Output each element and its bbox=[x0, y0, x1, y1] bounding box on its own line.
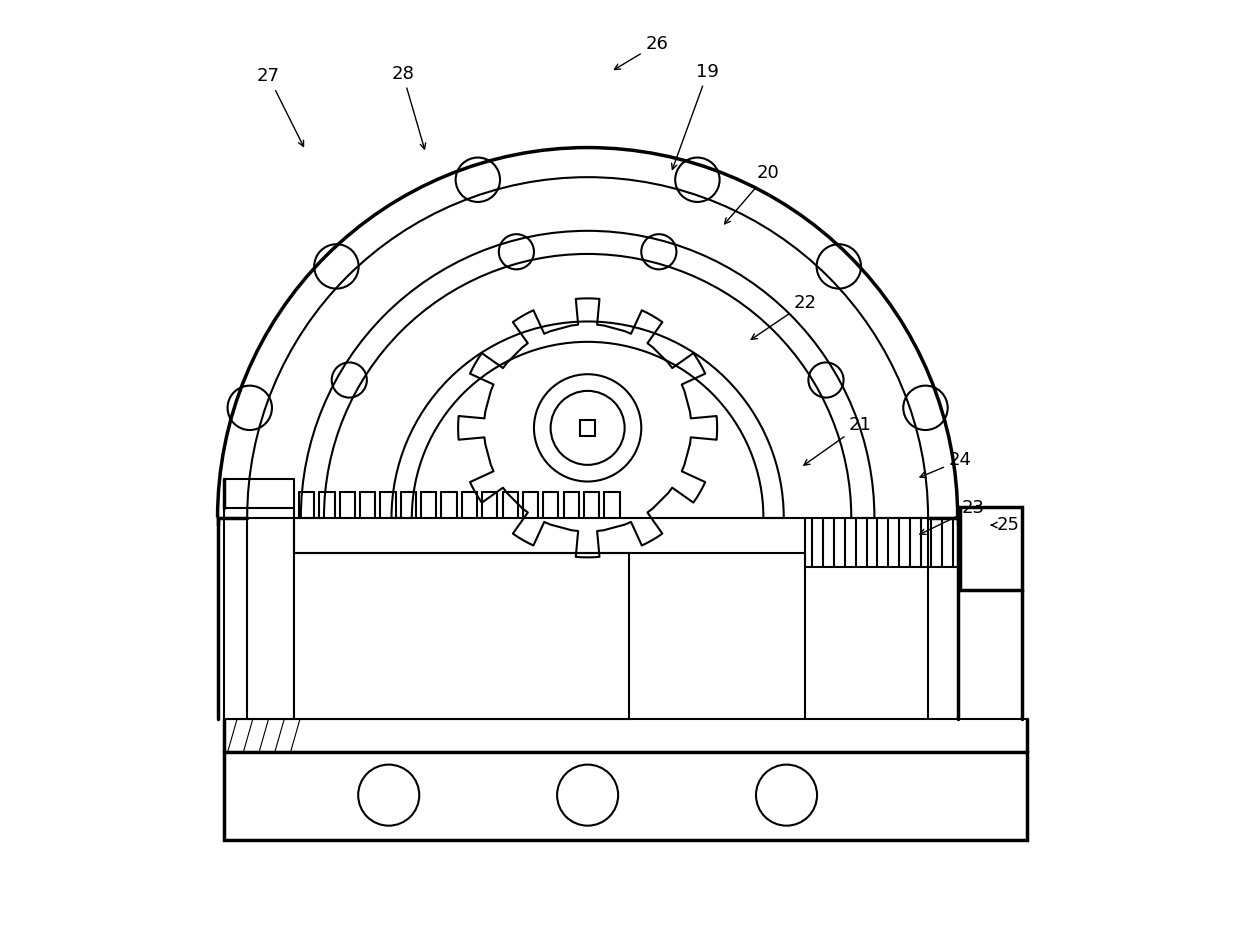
Text: 22: 22 bbox=[751, 294, 816, 339]
Bar bbox=[580, 420, 595, 436]
Bar bbox=[961, 506, 1023, 590]
Bar bbox=[224, 751, 1027, 839]
Text: 26: 26 bbox=[615, 35, 668, 69]
Text: 19: 19 bbox=[672, 63, 719, 169]
Text: 25: 25 bbox=[991, 516, 1021, 534]
Text: 21: 21 bbox=[804, 416, 872, 465]
Text: 24: 24 bbox=[920, 452, 972, 478]
Text: 23: 23 bbox=[920, 500, 985, 534]
Text: 27: 27 bbox=[257, 68, 304, 146]
Text: 28: 28 bbox=[391, 65, 425, 149]
Bar bbox=[294, 553, 629, 719]
Bar bbox=[224, 508, 294, 719]
Text: 20: 20 bbox=[724, 164, 780, 223]
